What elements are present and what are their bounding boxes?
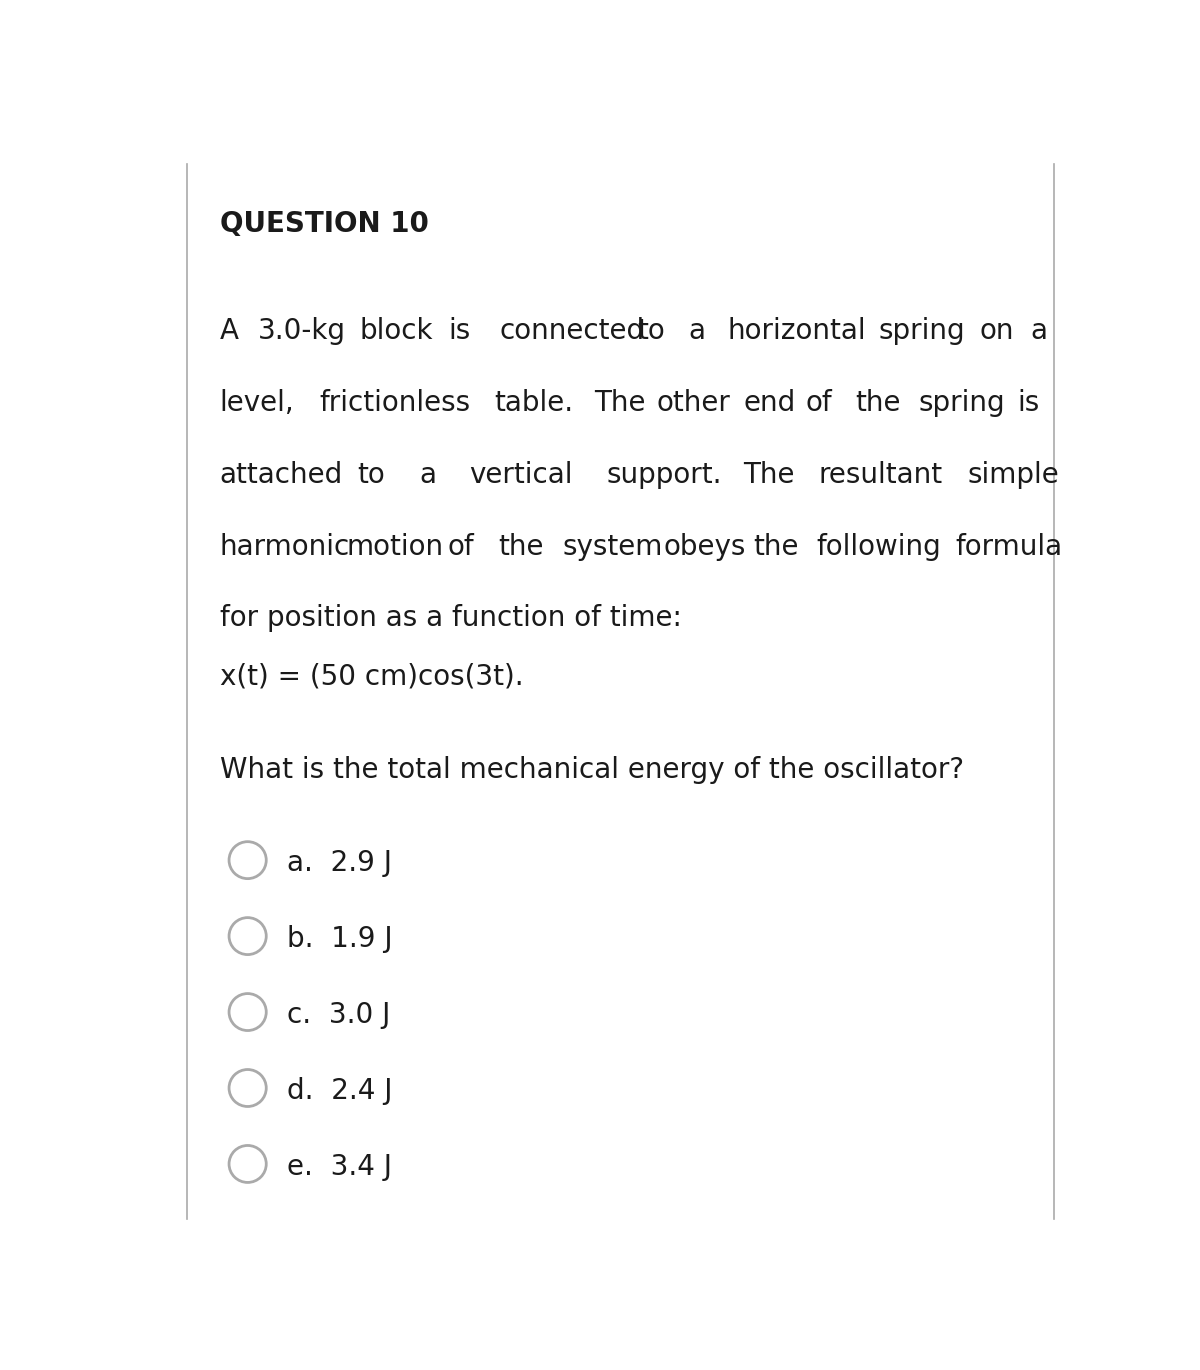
Text: 3.0-kg: 3.0-kg xyxy=(258,318,347,345)
Text: motion: motion xyxy=(346,533,443,560)
Text: to: to xyxy=(637,318,665,345)
Text: spring: spring xyxy=(918,389,1004,416)
Text: attached: attached xyxy=(220,460,343,489)
Text: the: the xyxy=(499,533,545,560)
Text: c.  3.0 J: c. 3.0 J xyxy=(287,1001,390,1029)
Text: of: of xyxy=(806,389,833,416)
Text: The: The xyxy=(594,389,646,416)
Text: a.  2.9 J: a. 2.9 J xyxy=(287,849,391,877)
Text: on: on xyxy=(979,318,1014,345)
Text: simple: simple xyxy=(968,460,1060,489)
Text: to: to xyxy=(356,460,385,489)
Text: support.: support. xyxy=(606,460,721,489)
Text: vertical: vertical xyxy=(469,460,572,489)
Text: connected: connected xyxy=(499,318,644,345)
Text: table.: table. xyxy=(494,389,574,416)
Text: frictionless: frictionless xyxy=(319,389,470,416)
Text: spring: spring xyxy=(878,318,965,345)
Text: block: block xyxy=(359,318,433,345)
Text: obeys: obeys xyxy=(664,533,746,560)
Text: x(t) = (50 cm)cos(3t).: x(t) = (50 cm)cos(3t). xyxy=(220,662,523,690)
Text: The: The xyxy=(744,460,794,489)
Text: resultant: resultant xyxy=(818,460,942,489)
Text: formula: formula xyxy=(955,533,1062,560)
Text: What is the total mechanical energy of the oscillator?: What is the total mechanical energy of t… xyxy=(220,756,964,784)
Text: of: of xyxy=(448,533,474,560)
Text: a: a xyxy=(689,318,706,345)
Text: is: is xyxy=(448,318,470,345)
Text: QUESTION 10: QUESTION 10 xyxy=(220,210,428,238)
Text: system: system xyxy=(563,533,662,560)
Text: end: end xyxy=(744,389,796,416)
Text: for position as a function of time:: for position as a function of time: xyxy=(220,604,682,633)
Text: the: the xyxy=(752,533,798,560)
Text: b.  1.9 J: b. 1.9 J xyxy=(287,925,392,954)
Text: a: a xyxy=(419,460,437,489)
Text: is: is xyxy=(1018,389,1040,416)
Text: e.  3.4 J: e. 3.4 J xyxy=(287,1154,391,1181)
Text: horizontal: horizontal xyxy=(727,318,866,345)
Text: harmonic: harmonic xyxy=(220,533,350,560)
Text: the: the xyxy=(856,389,901,416)
Text: d.  2.4 J: d. 2.4 J xyxy=(287,1077,392,1106)
Text: a: a xyxy=(1031,318,1048,345)
Text: level,: level, xyxy=(220,389,294,416)
Text: other: other xyxy=(656,389,730,416)
Text: following: following xyxy=(817,533,941,560)
Text: A: A xyxy=(220,318,239,345)
